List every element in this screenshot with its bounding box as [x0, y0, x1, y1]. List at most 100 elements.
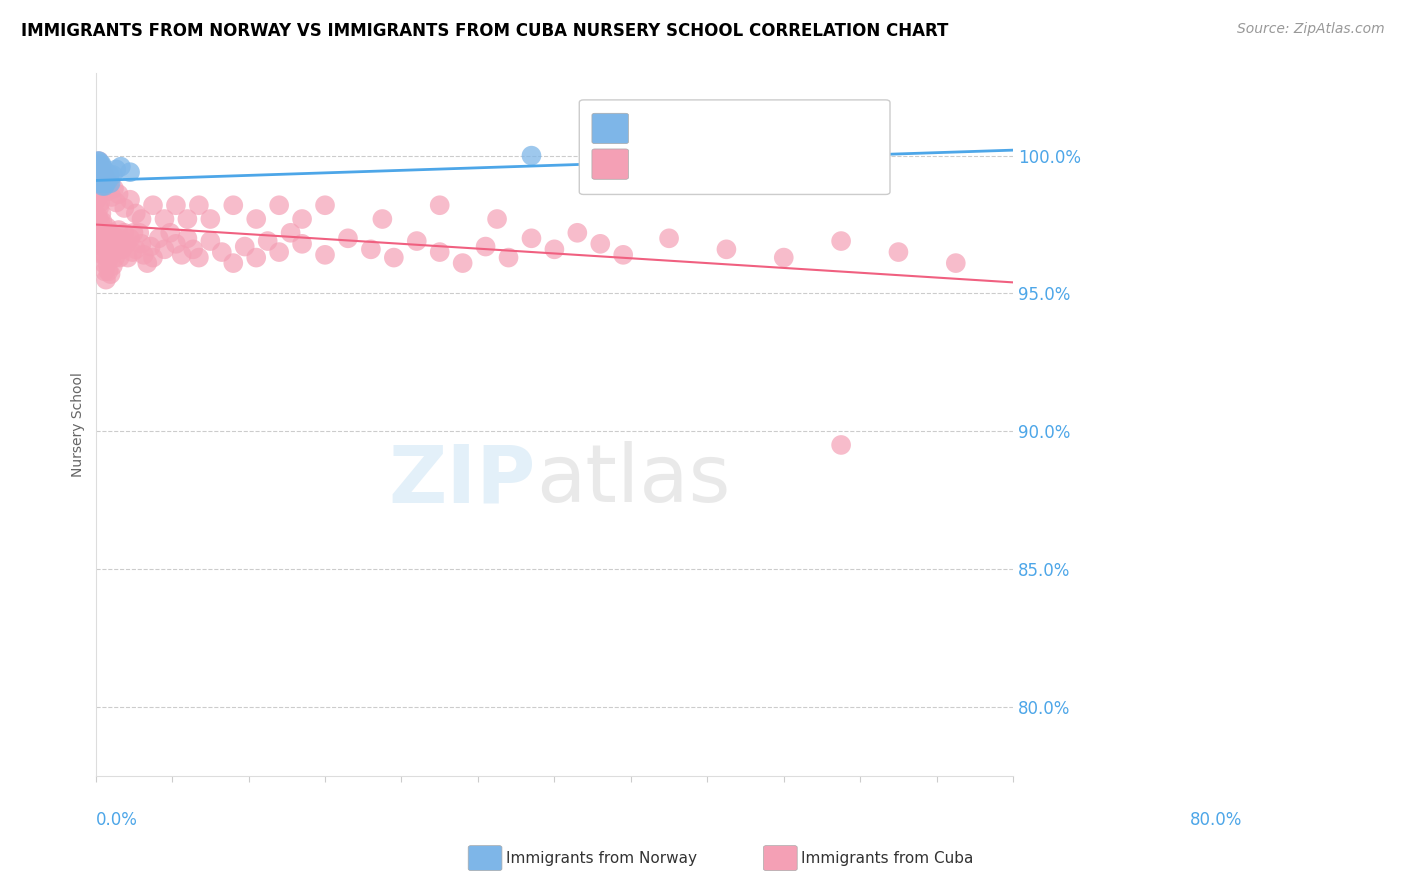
Point [89, 215, 111, 229]
Point [94, 248, 117, 262]
Point [170, 248, 193, 262]
Point [830, 438, 852, 452]
Point [256, 234, 278, 248]
Point [360, 243, 382, 257]
Point [98, 176, 121, 190]
Point [658, 231, 681, 245]
Point [91, 248, 114, 262]
Point [87, 176, 110, 190]
Point [91, 173, 114, 187]
Point [91, 215, 114, 229]
Point [97, 264, 120, 278]
Point [112, 226, 135, 240]
Point [94, 178, 117, 193]
Point [181, 243, 204, 257]
Point [122, 226, 145, 240]
Point [90, 157, 112, 171]
Point [91, 178, 114, 193]
Point [222, 198, 245, 212]
Point [269, 245, 291, 260]
Point [136, 256, 159, 270]
Point [90, 176, 112, 190]
Point [222, 256, 245, 270]
Point [89, 195, 111, 210]
Text: R =  0.355   N =  29: R = 0.355 N = 29 [634, 122, 817, 140]
Point [314, 198, 336, 212]
Point [131, 236, 153, 251]
Point [165, 198, 187, 212]
Point [90, 168, 112, 182]
Point [93, 176, 115, 190]
Point [115, 236, 138, 251]
Point [86, 193, 108, 207]
Point [200, 234, 222, 248]
Point [93, 165, 115, 179]
Point [280, 226, 302, 240]
Point [94, 176, 117, 190]
Point [125, 243, 148, 257]
Point [117, 251, 139, 265]
Point [107, 243, 129, 257]
Point [96, 170, 118, 185]
Point [90, 239, 112, 253]
Point [100, 176, 122, 190]
Point [187, 251, 209, 265]
Point [108, 251, 131, 265]
Point [543, 243, 565, 257]
Text: ZIP: ZIP [389, 442, 536, 519]
Point [830, 234, 852, 248]
Text: 0.0%: 0.0% [96, 811, 138, 829]
Point [245, 212, 267, 227]
Point [153, 212, 176, 227]
Point [612, 248, 634, 262]
Point [111, 243, 134, 257]
Point [96, 185, 118, 199]
Point [112, 201, 135, 215]
Point [86, 176, 108, 190]
Point [89, 160, 111, 174]
Point [87, 168, 110, 182]
Point [105, 162, 128, 177]
Point [128, 226, 150, 240]
Point [291, 236, 314, 251]
Point [87, 173, 110, 187]
Point [120, 165, 142, 179]
Point [110, 231, 132, 245]
Point [336, 231, 359, 245]
Text: Source: ZipAtlas.com: Source: ZipAtlas.com [1237, 22, 1385, 37]
Point [139, 239, 162, 253]
Point [93, 239, 115, 253]
Point [89, 173, 111, 187]
Point [94, 170, 117, 185]
Point [716, 243, 738, 257]
Text: IMMIGRANTS FROM NORWAY VS IMMIGRANTS FROM CUBA NURSERY SCHOOL CORRELATION CHART: IMMIGRANTS FROM NORWAY VS IMMIGRANTS FRO… [21, 22, 949, 40]
Point [100, 267, 122, 281]
Y-axis label: Nursery School: Nursery School [72, 372, 86, 476]
Point [382, 251, 405, 265]
Point [90, 160, 112, 174]
Point [96, 220, 118, 235]
Point [887, 245, 910, 260]
Point [100, 248, 122, 262]
Point [94, 168, 117, 182]
Point [110, 160, 132, 174]
Point [567, 226, 589, 240]
Point [96, 236, 118, 251]
Point [142, 198, 165, 212]
Point [314, 248, 336, 262]
Point [176, 231, 198, 245]
Point [291, 212, 314, 227]
Point [87, 154, 110, 169]
Point [87, 190, 110, 204]
Point [105, 231, 128, 245]
Text: Immigrants from Norway: Immigrants from Norway [506, 851, 697, 865]
Point [89, 231, 111, 245]
Text: Immigrants from Cuba: Immigrants from Cuba [801, 851, 974, 865]
Point [86, 157, 108, 171]
Point [89, 178, 111, 193]
Point [153, 243, 176, 257]
Point [165, 236, 187, 251]
Point [101, 228, 124, 243]
Point [176, 212, 198, 227]
Point [120, 193, 142, 207]
